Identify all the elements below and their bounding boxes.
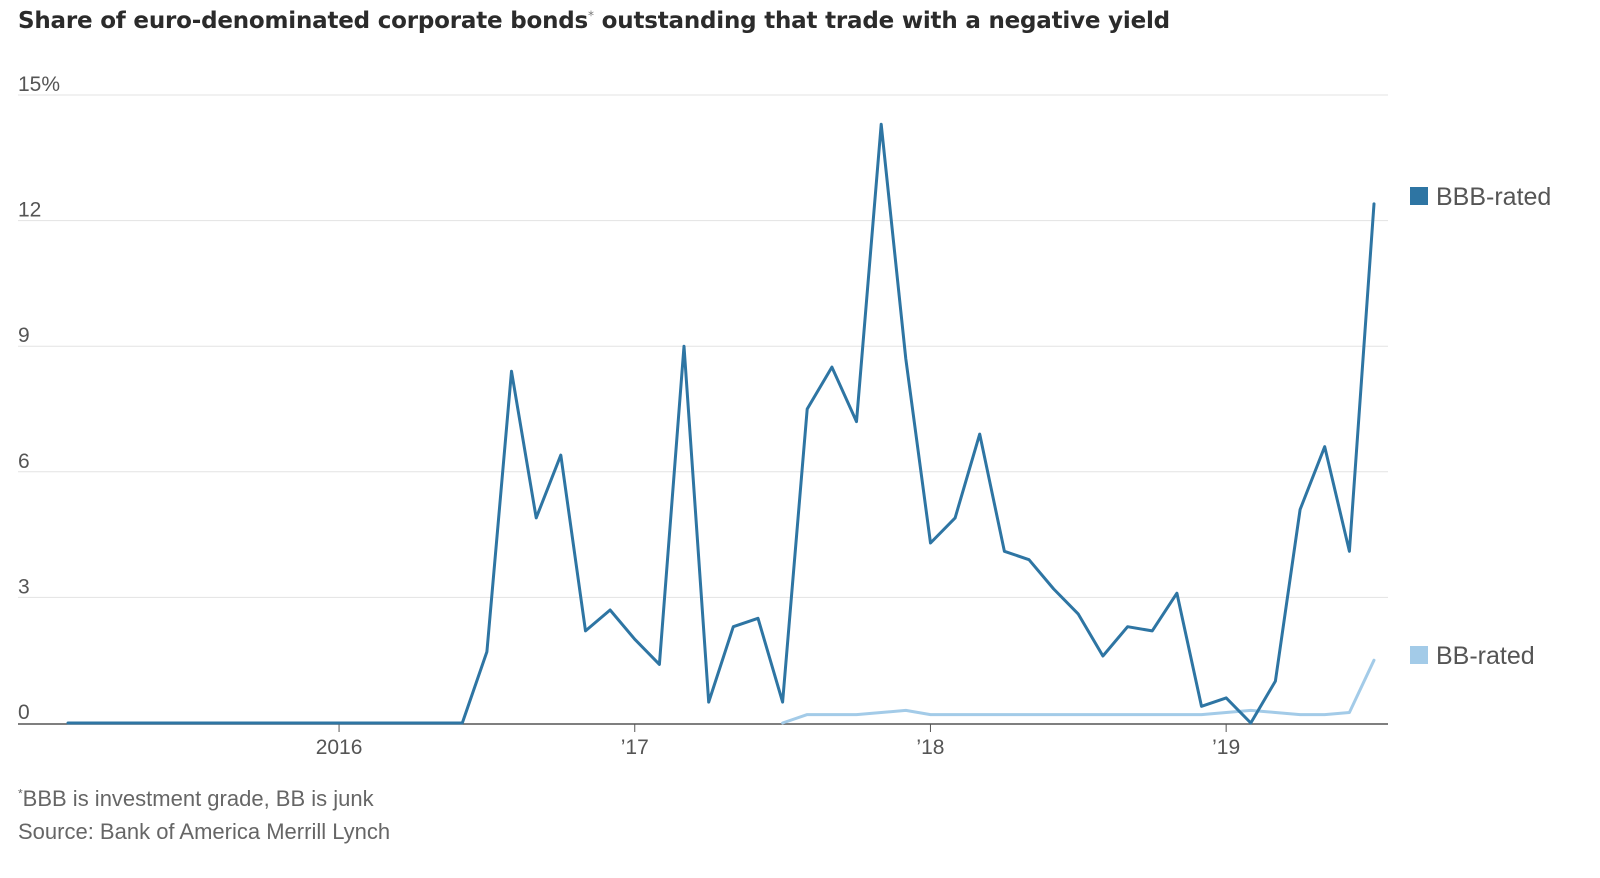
footnote-asterisk: *	[18, 786, 23, 801]
y-tick-label-3: 3	[18, 575, 30, 598]
series-lines	[66, 122, 1376, 725]
chart-title: Share of euro-denominated corporate bond…	[18, 8, 1170, 34]
x-tick-label-’18: ’18	[916, 736, 944, 759]
x-tick-label-2016: 2016	[316, 736, 363, 759]
y-tick-label-0: 0	[18, 701, 30, 724]
y-tick-label-12: 12	[18, 199, 41, 222]
legend: BBB-rated BB-rated	[1410, 183, 1551, 670]
x-tick-label-’19: ’19	[1212, 736, 1240, 759]
y-tick-label-6: 6	[18, 450, 30, 473]
legend-label-bb-rated: BB-rated	[1436, 642, 1535, 670]
y-tick-label-9: 9	[18, 324, 30, 347]
title-asterisk: *	[588, 8, 594, 23]
chart-title-rest: outstanding that trade with a negative y…	[593, 8, 1170, 34]
x-axis-ticks: 2016 ’17 ’18 ’19	[316, 724, 1240, 759]
x-tick-label-’17: ’17	[621, 736, 649, 759]
legend-swatch-bbb-rated	[1410, 187, 1428, 205]
legend-swatch-bb-rated	[1410, 646, 1428, 664]
series-line-bbb-rated	[66, 122, 1376, 725]
footnote-note: *BBB is investment grade, BB is junk	[18, 786, 374, 812]
footnote-note-text: BBB is investment grade, BB is junk	[22, 786, 374, 811]
legend-label-bbb-rated: BBB-rated	[1436, 183, 1551, 211]
series-line-bb-rated	[781, 658, 1376, 725]
y-tick-label-15: 15%	[18, 73, 60, 96]
footnote-source: Source: Bank of America Merrill Lynch	[18, 819, 391, 844]
y-axis-ticks: 0 3 6 9 12 15%	[18, 73, 60, 724]
gridlines	[18, 94, 1388, 598]
chart-title-main: Share of euro-denominated corporate bond…	[18, 8, 589, 34]
